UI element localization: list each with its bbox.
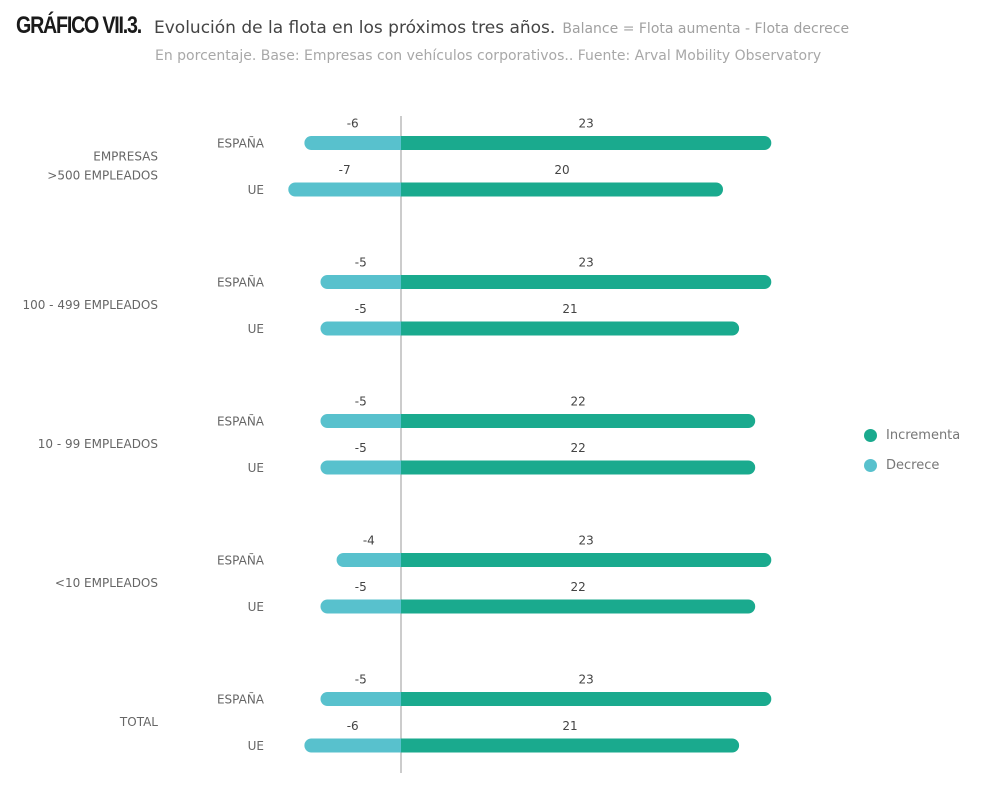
value-label-decrease: -6 [347, 117, 359, 131]
bar-decrease [320, 692, 401, 706]
row-label: ESPAÑA [217, 136, 265, 151]
bar-increase [401, 692, 772, 706]
bar-increase [401, 553, 772, 567]
value-label-decrease: -5 [355, 256, 367, 270]
bar-decrease [320, 414, 401, 428]
value-label-decrease: -5 [355, 395, 367, 409]
chart-subtitle: En porcentaje. Base: Empresas con vehícu… [155, 48, 822, 64]
row-label: UE [248, 322, 264, 336]
bar-decrease [288, 182, 401, 197]
legend-item-decrease: Decrece [864, 450, 960, 480]
group-label: 10 - 99 EMPLEADOS [38, 437, 158, 451]
row-label: UE [248, 183, 264, 197]
bar-increase [401, 414, 756, 428]
bar-decrease [304, 136, 401, 150]
value-label-decrease: -5 [355, 302, 367, 316]
bar-decrease [320, 460, 401, 475]
group-label: >500 EMPLEADOS [47, 168, 158, 182]
row-label: ESPAÑA [217, 692, 265, 707]
row-label: UE [248, 600, 264, 614]
chart-title: Evolución de la flota en los próximos tr… [154, 18, 556, 38]
bar-decrease [320, 599, 401, 614]
bar-increase [401, 275, 772, 289]
row-label: ESPAÑA [217, 553, 265, 568]
value-label-decrease: -5 [355, 673, 367, 687]
value-label-increase: 20 [554, 163, 569, 177]
bar-increase [401, 738, 740, 753]
legend-label-increase: Incrementa [886, 427, 961, 443]
group-label: TOTAL [119, 715, 158, 729]
value-label-decrease: -4 [363, 534, 375, 548]
value-label-increase: 21 [562, 302, 577, 316]
value-label-decrease: -6 [347, 719, 359, 733]
bar-decrease [304, 738, 401, 753]
value-label-increase: 23 [579, 673, 594, 687]
legend-swatch-decrease [864, 458, 877, 472]
legend: Incrementa Decrece [864, 420, 960, 480]
group-label: <10 EMPLEADOS [55, 576, 158, 590]
legend-label-decrease: Decrece [886, 457, 940, 473]
value-label-decrease: -7 [339, 163, 351, 177]
bar-increase [401, 599, 756, 614]
bar-decrease [336, 553, 401, 567]
group-label: EMPRESAS [93, 149, 158, 163]
bar-increase [401, 182, 724, 197]
bar-increase [401, 136, 772, 150]
chart-header: GRÁFICO VII.3. Evolución de la flota en l… [16, 12, 849, 40]
group-label: 100 - 499 EMPLEADOS [22, 298, 158, 312]
row-label: UE [248, 739, 264, 753]
value-label-increase: 23 [579, 117, 594, 131]
value-label-increase: 22 [570, 441, 585, 455]
row-label: ESPAÑA [217, 275, 265, 290]
value-label-increase: 21 [562, 719, 577, 733]
legend-swatch-increase [864, 428, 877, 442]
bar-decrease [320, 275, 401, 289]
row-label: ESPAÑA [217, 414, 265, 429]
bar-increase [401, 321, 740, 336]
bar-decrease [320, 321, 401, 336]
bar-increase [401, 460, 756, 475]
value-label-increase: 22 [570, 580, 585, 594]
chart-tag: GRÁFICO VII.3. [16, 12, 142, 39]
value-label-increase: 22 [570, 395, 585, 409]
balance-note: Balance = Flota aumenta - Flota decrece [562, 21, 850, 37]
value-label-decrease: -5 [355, 441, 367, 455]
legend-item-increase: Incrementa [864, 420, 960, 450]
value-label-increase: 23 [579, 256, 594, 270]
value-label-decrease: -5 [355, 580, 367, 594]
value-label-increase: 23 [579, 534, 594, 548]
row-label: UE [248, 461, 264, 475]
